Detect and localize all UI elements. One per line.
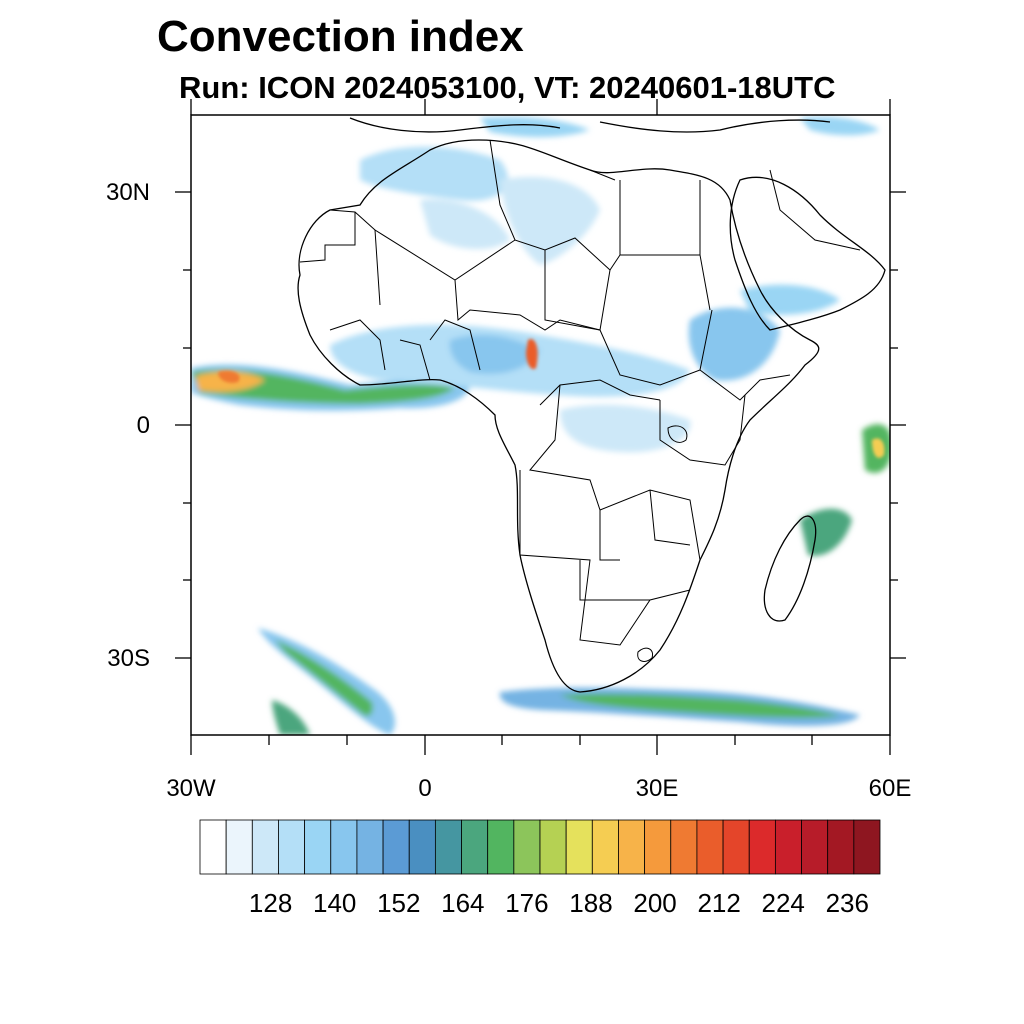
lon-label-60e: 60E — [868, 775, 912, 802]
colorbar-label: 236 — [825, 888, 869, 918]
borders — [299, 139, 861, 646]
colorbar-swatch — [251, 819, 279, 875]
field-layer — [191, 116, 890, 735]
colorbar-label: 188 — [569, 888, 613, 918]
colorbar-swatch — [356, 819, 384, 875]
europe — [349, 117, 831, 133]
nigeria-cells — [449, 334, 540, 374]
colorbar-swatch — [408, 819, 436, 875]
colorbar-swatch — [853, 819, 881, 875]
cameroon-hotspot — [526, 339, 538, 370]
arabia-cells — [740, 284, 840, 315]
colorbar-swatch — [696, 819, 724, 875]
colorbar-swatch — [591, 819, 619, 875]
africa-coast — [297, 139, 820, 693]
colorbar-swatch — [461, 819, 489, 875]
europe-edge — [800, 116, 880, 136]
south-indian-core — [560, 693, 840, 718]
chart-subtitle: Run: ICON 2024053100, VT: 20240601-18UTC — [179, 70, 836, 105]
axis-ticks — [175, 99, 906, 755]
colorbar-label: 224 — [761, 888, 805, 918]
colorbar-swatch — [618, 819, 646, 875]
colorbar-swatch — [304, 819, 332, 875]
colorbar-swatch — [199, 819, 227, 875]
ethiopia-cells — [688, 307, 780, 381]
madagascar — [763, 515, 817, 622]
colorbar-swatch — [278, 819, 306, 875]
colorbar-label: 212 — [697, 888, 741, 918]
colorbar-swatch — [774, 819, 802, 875]
sahara-north — [360, 146, 508, 201]
lat-label-30n: 30N — [105, 179, 150, 206]
libya-cells — [500, 176, 600, 265]
colorbar-swatch — [827, 819, 855, 875]
colorbar-swatch — [644, 819, 672, 875]
colorbar-label: 200 — [633, 888, 677, 918]
lake-victoria — [667, 425, 688, 443]
lon-label-30w: 30W — [166, 775, 216, 802]
colorbar-swatch — [382, 819, 410, 875]
colorbar-swatch — [801, 819, 829, 875]
colorbar-swatch — [565, 819, 593, 875]
coastlines — [297, 117, 886, 693]
colorbar-swatch — [330, 819, 358, 875]
colorbar — [199, 819, 881, 875]
south-atlantic-band-core — [275, 640, 373, 716]
colorbar-swatch — [670, 819, 698, 875]
colorbar-label: 164 — [441, 888, 485, 918]
colorbar-swatch — [722, 819, 750, 875]
east-edge-hot — [872, 438, 885, 458]
colorbar-swatch — [748, 819, 776, 875]
colorbar-swatch — [539, 819, 567, 875]
mediterranean — [480, 116, 590, 137]
central-africa — [560, 404, 691, 453]
colorbar-swatch — [225, 819, 253, 875]
colorbar-swatch — [487, 819, 515, 875]
colorbar-label: 140 — [312, 888, 357, 918]
itcz-hot-spot — [218, 370, 240, 383]
lesotho — [637, 647, 654, 662]
colorbar-label: 152 — [377, 888, 421, 918]
colorbar-swatch — [513, 819, 541, 875]
colorbar-label: 176 — [505, 888, 549, 918]
chart-title: Convection index — [157, 12, 524, 61]
lat-label-30s: 30S — [107, 645, 150, 672]
lat-label-0: 0 — [136, 412, 150, 439]
colorbar-swatch — [434, 819, 462, 875]
lon-label-30e: 30E — [635, 775, 679, 802]
south-atlantic-band2 — [272, 700, 310, 735]
lon-label-0: 0 — [418, 775, 432, 802]
colorbar-label: 128 — [248, 888, 293, 918]
arabia — [729, 176, 886, 331]
sahara-central — [420, 199, 510, 250]
